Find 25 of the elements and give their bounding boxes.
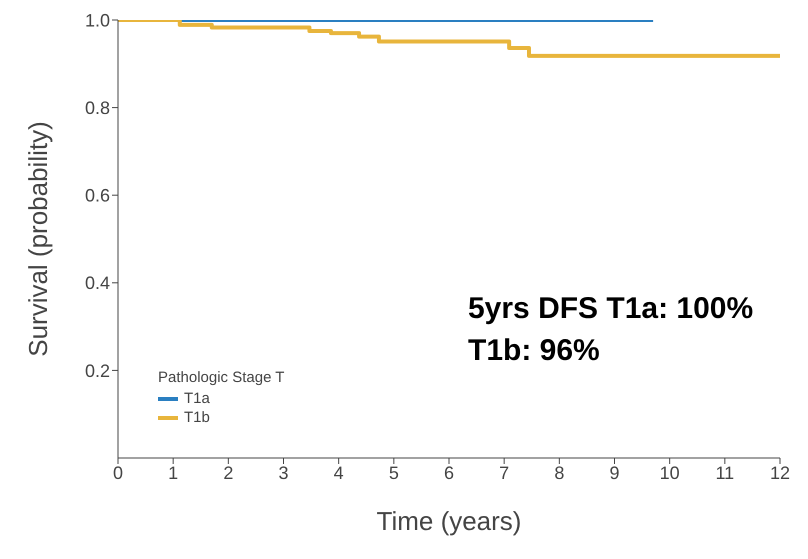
x-tick-label: 1 (168, 462, 178, 483)
x-tick-label: 3 (278, 462, 289, 483)
x-tick-label: 8 (554, 462, 564, 483)
annotation: T1b: 96% (468, 333, 601, 369)
x-tick-label: 7 (499, 462, 510, 483)
x-tick-label: 4 (334, 462, 344, 483)
x-tick-label: 12 (770, 462, 790, 483)
y-tick-label: 0.6 (84, 186, 110, 206)
x-axis-title: Time (years) (376, 506, 522, 536)
x-tick-label: 5 (388, 462, 399, 483)
x-tick-label: 10 (660, 462, 680, 483)
legend-label: T1a (184, 390, 210, 407)
y-tick-label: 0.2 (84, 360, 110, 381)
x-tick-label: 9 (609, 462, 620, 483)
legend-title: Pathologic Stage T (158, 369, 284, 386)
x-tick-label: 2 (223, 462, 234, 483)
x-tick-label: 6 (444, 462, 454, 483)
x-tick-label: 0 (112, 462, 124, 483)
y-tick-label: 0.8 (84, 98, 110, 118)
x-tick-label: 11 (715, 462, 734, 483)
y-tick-label: 0.4 (84, 273, 110, 294)
y-tick-label: 1.0 (84, 10, 110, 30)
y-axis-title: Survival (probability) (23, 121, 54, 357)
annotation: 5yrs DFS T1a: 100% (468, 291, 754, 327)
legend-label: T1b (184, 409, 210, 426)
